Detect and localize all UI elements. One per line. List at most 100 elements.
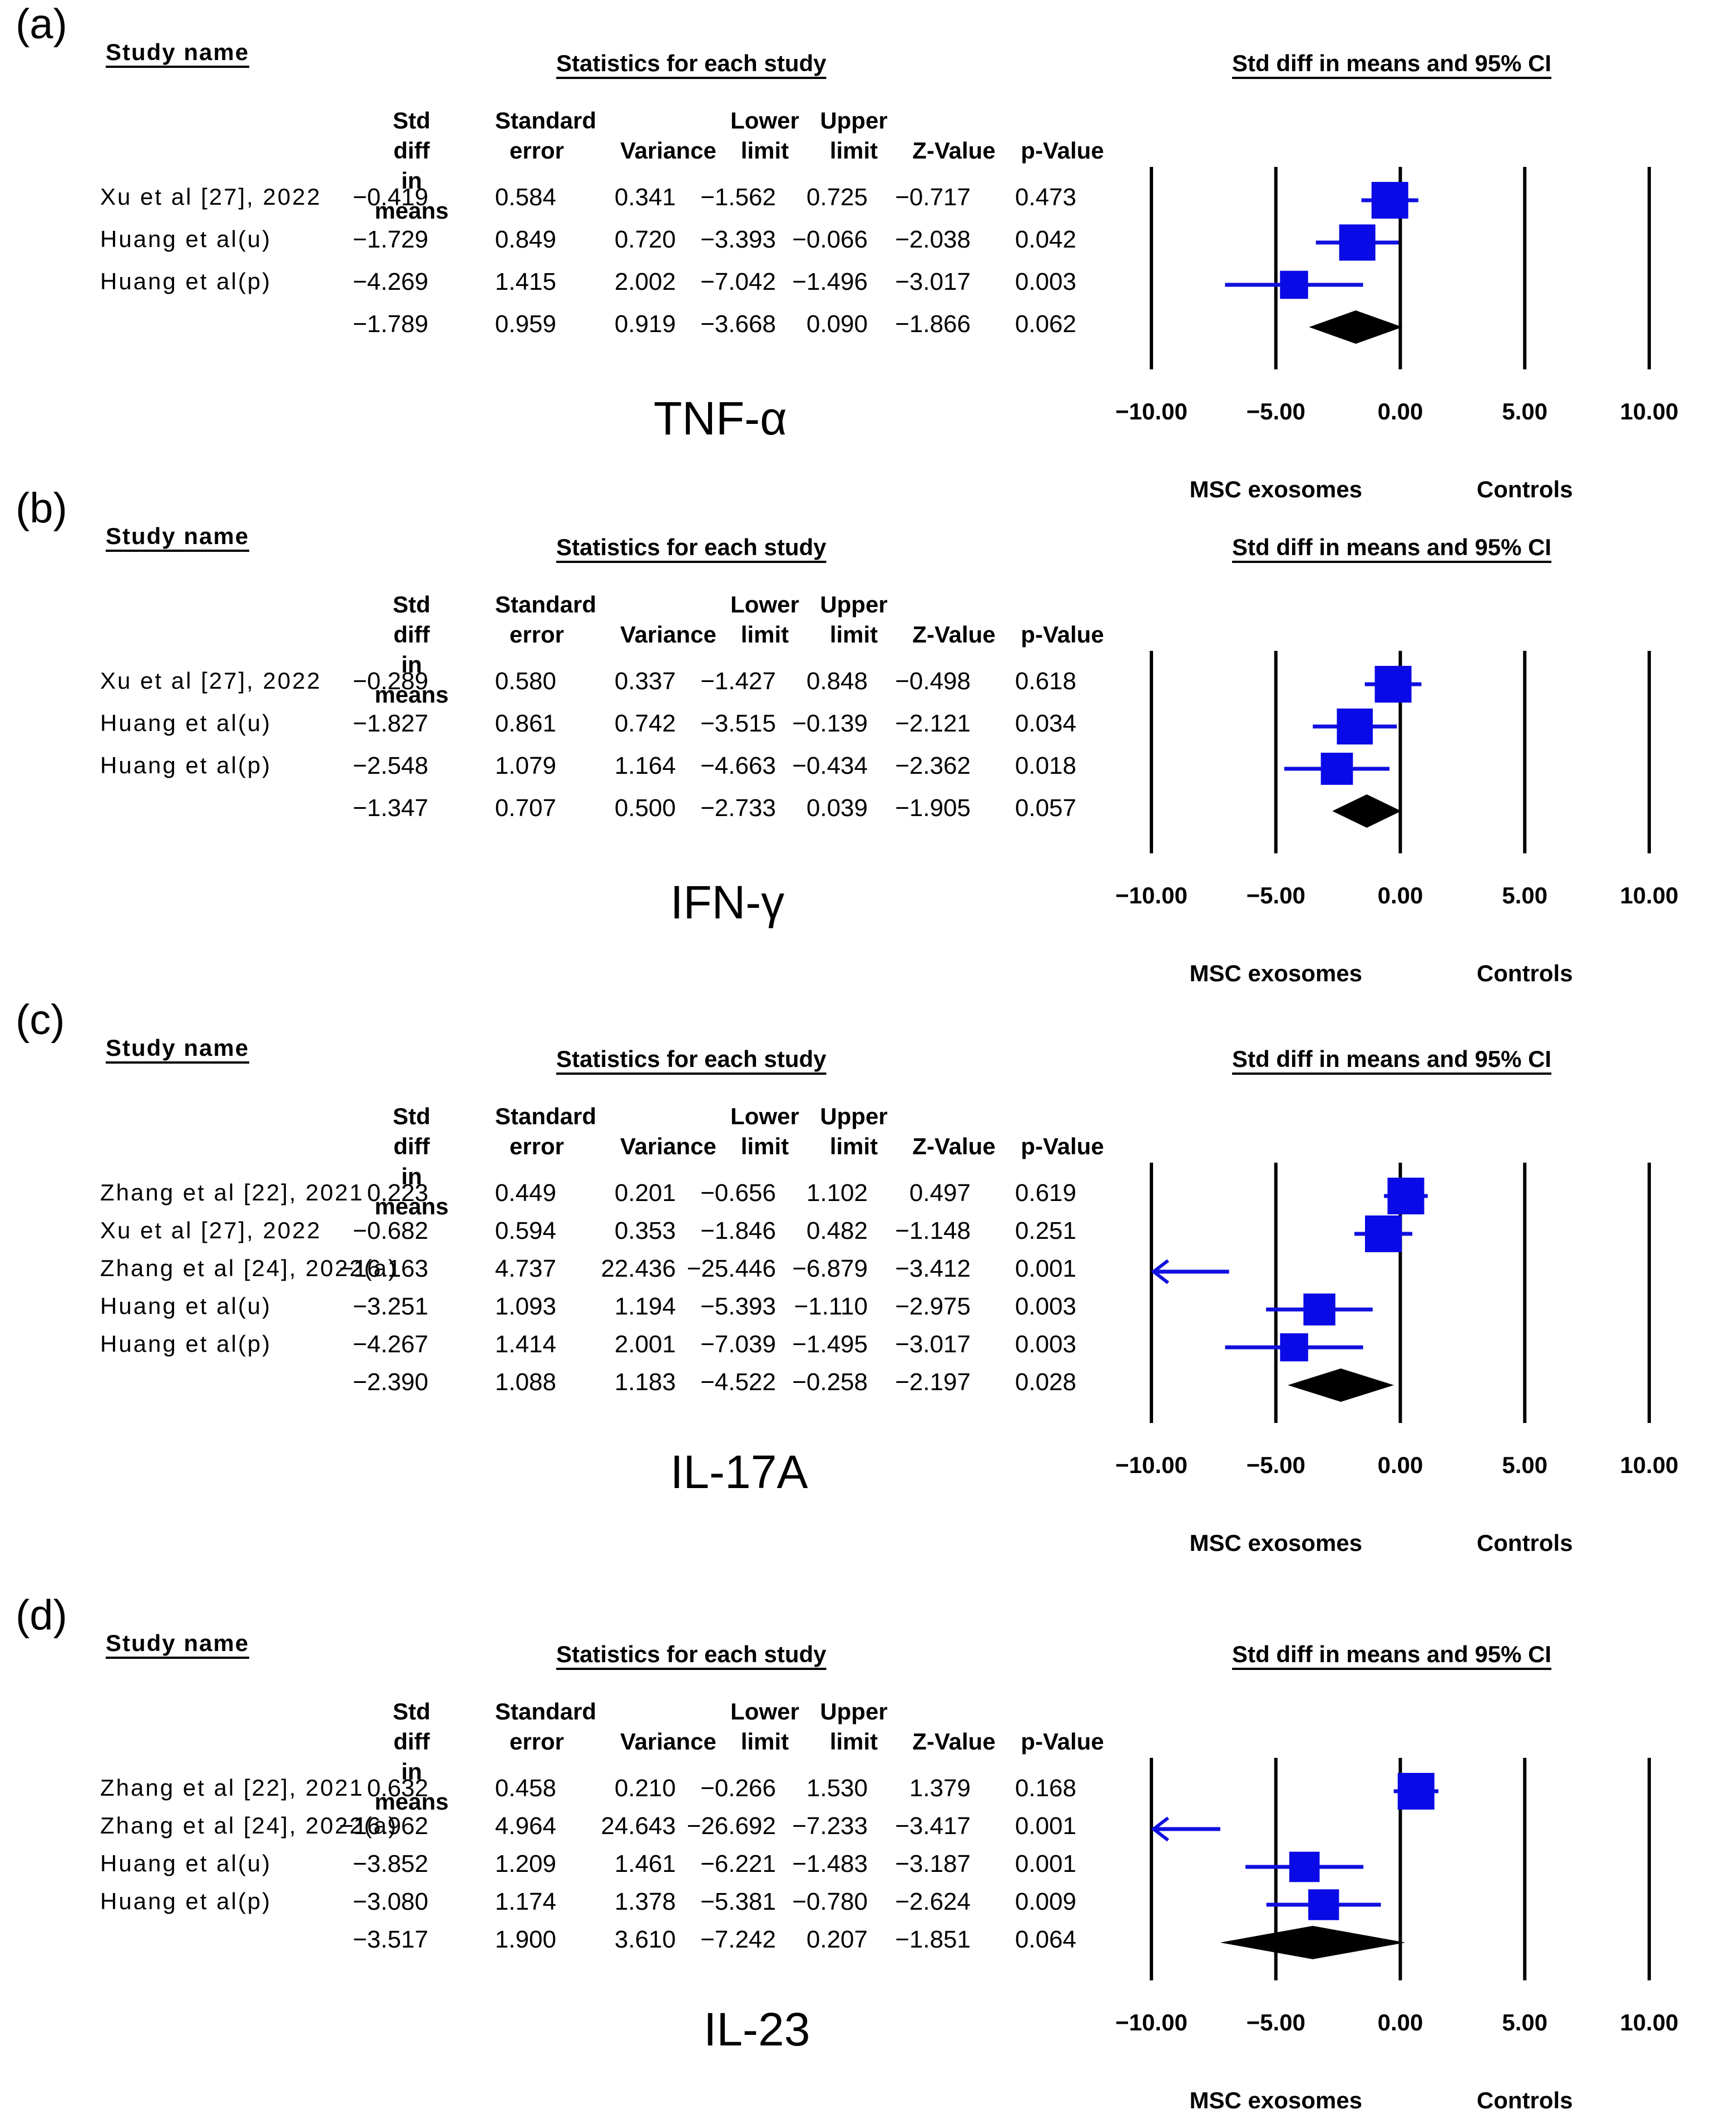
variance-header-line-2: Variance: [620, 621, 716, 648]
upper-limit-value: 1.102: [806, 1179, 868, 1207]
x-label-left: MSC exosomes: [1190, 1530, 1362, 1556]
z-value-header: Z-Value: [912, 106, 996, 166]
z-value: −0.498: [895, 668, 971, 695]
p-value-header-line-2: p-Value: [1021, 621, 1104, 648]
std-error-value: 1.093: [494, 1293, 556, 1320]
study-marker: [1387, 1178, 1425, 1214]
lower-limit-value: −0.656: [700, 1179, 776, 1207]
x-tick-label: −5.00: [1247, 1452, 1305, 1478]
std-diff-value: 0.632: [367, 1775, 428, 1802]
upper-limit-header-line-2: limit: [829, 137, 878, 164]
variance-header-line-2: Variance: [620, 1133, 716, 1159]
lower-limit-value: −2.733: [700, 794, 776, 822]
lower-limit-value: −5.381: [700, 1888, 776, 1915]
p-value: 0.251: [1015, 1217, 1076, 1244]
z-value-header-line-2: Z-Value: [912, 621, 996, 648]
std-error-value: 0.959: [494, 310, 556, 338]
study-name-header: Study name: [106, 1035, 250, 1061]
study-name-header: Study name: [106, 523, 250, 549]
x-label-right: Controls: [1477, 1530, 1573, 1556]
p-value-header: p-Value: [1021, 1101, 1104, 1162]
study-name: Zhang et al [22], 2021: [100, 1179, 364, 1205]
upper-limit-value: 0.725: [806, 184, 868, 211]
x-tick-label: 0.00: [1378, 398, 1423, 424]
p-value: 0.003: [1015, 268, 1076, 295]
p-value-header-line-1: [1021, 1697, 1104, 1727]
p-value: 0.003: [1015, 1331, 1076, 1358]
upper-limit-value: −0.780: [792, 1888, 868, 1915]
std-diff-value: −16.163: [339, 1255, 428, 1282]
p-value-header-line-1: [1021, 106, 1104, 136]
forest-plot-area: −10.00 −5.00 0.00 5.00 10.00 MSC exosomes Cont…: [1115, 167, 1679, 502]
p-value-header: p-Value: [1021, 590, 1104, 650]
upper-limit-header: Upper limit: [812, 1101, 896, 1162]
pooled-diamond: [1309, 310, 1403, 344]
lower-limit-value: −5.393: [700, 1293, 776, 1320]
p-value: 0.057: [1015, 794, 1076, 822]
lower-limit-value: −26.692: [686, 1812, 776, 1840]
variance-value: 2.001: [614, 1331, 676, 1358]
study-name: Zhang et al [24], 2022(a): [100, 1255, 398, 1281]
std-diff-value: −3.852: [353, 1850, 428, 1877]
variance-value: 0.742: [614, 710, 676, 737]
variance-header-line-2: Variance: [620, 137, 716, 164]
lower-limit-value: −1.562: [700, 184, 776, 211]
upper-limit-header: Upper limit: [812, 590, 896, 650]
std-diff-header-line-1: Std diff: [393, 1698, 431, 1755]
ci-header: Std diff in means and 95% CI: [1232, 1046, 1552, 1072]
lower-limit-value: −4.663: [700, 752, 776, 779]
study-marker: [1397, 1773, 1435, 1810]
z-value-header-line-2: Z-Value: [912, 1133, 996, 1159]
z-value-header: Z-Value: [912, 1101, 996, 1162]
lower-limit-value: −7.242: [700, 1926, 776, 1953]
std-diff-header-line-2: in means: [374, 1163, 449, 1219]
p-value: 0.034: [1015, 710, 1076, 737]
panel-label: (d): [16, 1592, 67, 1639]
p-value: 0.018: [1015, 752, 1076, 779]
upper-limit-value: 0.207: [806, 1926, 868, 1953]
p-value-header-line-1: [1021, 590, 1104, 620]
variance-value: 0.201: [614, 1179, 676, 1207]
std-error-header-line-1: Standard: [495, 1698, 597, 1724]
variance-value: 1.378: [614, 1888, 676, 1915]
x-tick-label: 0.00: [1378, 2009, 1423, 2035]
x-label-right: Controls: [1477, 2087, 1573, 2113]
variance-value: 1.461: [614, 1850, 676, 1877]
x-tick-label: 10.00: [1620, 398, 1678, 424]
variance-value: 2.002: [614, 268, 676, 295]
x-tick-label: 0.00: [1378, 882, 1423, 908]
z-value: −1.148: [895, 1217, 971, 1244]
study-name: Huang et al(p): [100, 752, 272, 778]
std-diff-header: Std diff in means: [373, 1697, 451, 1817]
variance-value: 0.919: [614, 310, 676, 338]
variance-header-line-1: [620, 106, 704, 136]
x-tick-label: 5.00: [1502, 882, 1547, 908]
study-marker: [1280, 1333, 1308, 1362]
std-diff-value: −1.729: [353, 226, 428, 253]
std-error-value: 1.415: [494, 268, 556, 295]
std-error-header: Standard error: [495, 590, 596, 650]
variance-value: 0.720: [614, 226, 676, 253]
variance-value: 3.610: [614, 1926, 676, 1953]
lower-limit-header-line-2: limit: [740, 137, 789, 164]
x-tick-label: 5.00: [1502, 2009, 1547, 2035]
lower-limit-value: −7.039: [700, 1331, 776, 1358]
std-diff-header-line-2: in means: [374, 651, 449, 708]
x-tick-label: −10.00: [1115, 398, 1188, 424]
std-diff-header-line-1: Std diff: [393, 591, 431, 648]
z-value: −1.851: [895, 1926, 971, 1953]
statistics-header: Statistics for each study: [556, 50, 827, 76]
p-value: 0.473: [1015, 184, 1076, 211]
upper-limit-header-line-2: limit: [829, 1133, 878, 1159]
std-diff-header: Std diff in means: [373, 1101, 451, 1222]
forest-panel-3: (c) Study name Statistics for each study St…: [0, 996, 1736, 1556]
study-marker: [1339, 224, 1376, 261]
p-value: 0.168: [1015, 1775, 1076, 1802]
study-marker: [1308, 1889, 1339, 1920]
upper-limit-value: 0.848: [806, 668, 868, 695]
upper-limit-value: −0.434: [792, 752, 868, 779]
x-tick-label: −5.00: [1247, 398, 1305, 424]
p-value: 0.028: [1015, 1368, 1076, 1396]
std-error-value: 1.174: [494, 1888, 556, 1915]
z-value: −3.412: [895, 1255, 971, 1282]
